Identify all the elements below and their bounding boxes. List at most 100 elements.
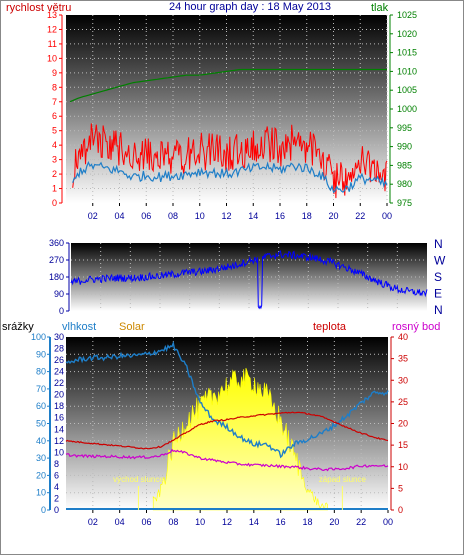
temp-tick-label: 40 [398, 332, 408, 342]
humidity-tick-label: 20 [54, 390, 64, 400]
time-tick-label: 18 [302, 517, 312, 527]
wind-axis-title: rychlost větru [6, 2, 71, 14]
humidity-tick-label: 18 [54, 401, 64, 411]
humidity-axis-title: vlhkost [62, 321, 96, 333]
wind-tick-label: 9 [52, 68, 57, 78]
solar-axis-title: Solar [119, 321, 145, 333]
time-tick-label: 12 [221, 211, 231, 221]
temp-time-axis: 02 04 06 08 10 12 14 16 18 20 22 00 [88, 510, 393, 527]
compass-label: N [434, 237, 443, 251]
dewpoint-axis-title: rosný bod [392, 321, 440, 333]
wind-gust-line [72, 123, 388, 199]
humidity-tick-label: 2 [54, 493, 59, 503]
direction-series [70, 250, 428, 310]
compass-label: W [434, 254, 446, 268]
humidity-tick-label: 8 [54, 459, 59, 469]
rain-tick-label: 0 [41, 505, 46, 515]
direction-tick-label: 270 [49, 255, 64, 265]
pressure-tick-label: 985 [397, 160, 412, 170]
time-tick-label: 20 [328, 211, 338, 221]
time-tick-label: 14 [248, 211, 258, 221]
temp-tick-label: 5 [398, 483, 403, 493]
rain-tick-label: 20 [36, 470, 46, 480]
temp-axes: 0102030405060708090100024681012141618202… [31, 332, 408, 515]
humidity-tick-label: 14 [54, 424, 64, 434]
sunrise-label: východ slunce [113, 475, 164, 484]
wind-tick-label: 11 [48, 39, 57, 49]
temp-tick-label: 20 [398, 419, 408, 429]
compass-label: S [434, 270, 442, 284]
pressure-tick-label: 980 [397, 179, 412, 189]
time-tick-label: 18 [302, 211, 312, 221]
temp-tick-label: 15 [398, 440, 408, 450]
humidity-tick-label: 12 [54, 436, 64, 446]
compass-label: N [434, 303, 443, 317]
pressure-tick-label: 1010 [397, 66, 417, 76]
time-tick-label: 00 [382, 211, 392, 221]
pressure-tick-label: 995 [397, 123, 412, 133]
humidity-tick-label: 16 [54, 413, 64, 423]
rain-tick-label: 50 [36, 419, 46, 429]
time-tick-label: 06 [141, 211, 151, 221]
page-title: 24 hour graph day : 18 May 2013 [169, 1, 331, 13]
temp-tick-label: 35 [398, 354, 408, 364]
direction-tick-label: 90 [54, 289, 64, 299]
pressure-tick-label: 1025 [397, 10, 417, 20]
pressure-axis-title: tlak [371, 2, 389, 14]
rain-tick-label: 70 [36, 384, 46, 394]
time-tick-label: 22 [356, 517, 366, 527]
humidity-line [65, 340, 389, 459]
time-tick-label: 04 [114, 211, 124, 221]
time-tick-label: 14 [249, 517, 259, 527]
pressure-tick-label: 990 [397, 142, 412, 152]
dewpoint-line [65, 448, 389, 472]
pressure-tick-label: 975 [397, 198, 412, 208]
wind-tick-label: 1 [52, 184, 57, 194]
direction-line [70, 250, 428, 310]
time-tick-label: 10 [195, 517, 205, 527]
wind-tick-label: 4 [52, 140, 57, 150]
time-tick-label: 00 [383, 517, 393, 527]
wind-tick-label: 10 [47, 53, 57, 63]
time-tick-label: 04 [115, 517, 125, 527]
direction-tick-label: 180 [49, 272, 64, 282]
humidity-tick-label: 28 [54, 344, 64, 354]
wind-tick-label: 3 [52, 155, 57, 165]
wind-tick-label: 13 [47, 10, 57, 20]
humidity-tick-label: 0 [54, 505, 59, 515]
time-tick-label: 06 [141, 517, 151, 527]
time-tick-label: 20 [329, 517, 339, 527]
solar-area [152, 367, 328, 511]
temp-series [65, 340, 389, 510]
humidity-tick-label: 22 [54, 378, 64, 388]
rain-tick-label: 90 [36, 349, 46, 359]
wind-tick-label: 8 [52, 82, 57, 92]
rain-tick-label: 100 [31, 332, 46, 342]
temp-tick-label: 0 [398, 505, 403, 515]
time-tick-label: 12 [222, 517, 232, 527]
rain-tick-label: 80 [36, 367, 46, 377]
wind-tick-label: 5 [52, 126, 57, 136]
wind-tick-label: 2 [52, 169, 57, 179]
wind-average-line [72, 161, 388, 194]
sun-annotations: východ slunce západ slunce [113, 475, 367, 510]
humidity-tick-label: 10 [54, 447, 64, 457]
temperature-axis-title: teplota [313, 321, 347, 333]
humidity-tick-label: 30 [54, 332, 64, 342]
rain-axis-title: srážky [2, 321, 34, 333]
direction-tick-label: 360 [49, 238, 64, 248]
pressure-axis: 975 980 985 990 995 1000 1005 1010 1015 1020 1025 [389, 10, 417, 208]
temp-tick-label: 25 [398, 397, 408, 407]
time-tick-label: 22 [355, 211, 365, 221]
temp-tick-label: 10 [398, 462, 408, 472]
compass-label: E [434, 287, 442, 301]
time-tick-label: 02 [88, 517, 98, 527]
humidity-tick-label: 24 [54, 367, 64, 377]
wind-tick-label: 12 [47, 24, 57, 34]
wind-tick-label: 6 [52, 111, 57, 121]
humidity-tick-label: 6 [54, 470, 59, 480]
time-tick-label: 08 [168, 517, 178, 527]
time-tick-label: 08 [168, 211, 178, 221]
wind-series [69, 68, 388, 199]
